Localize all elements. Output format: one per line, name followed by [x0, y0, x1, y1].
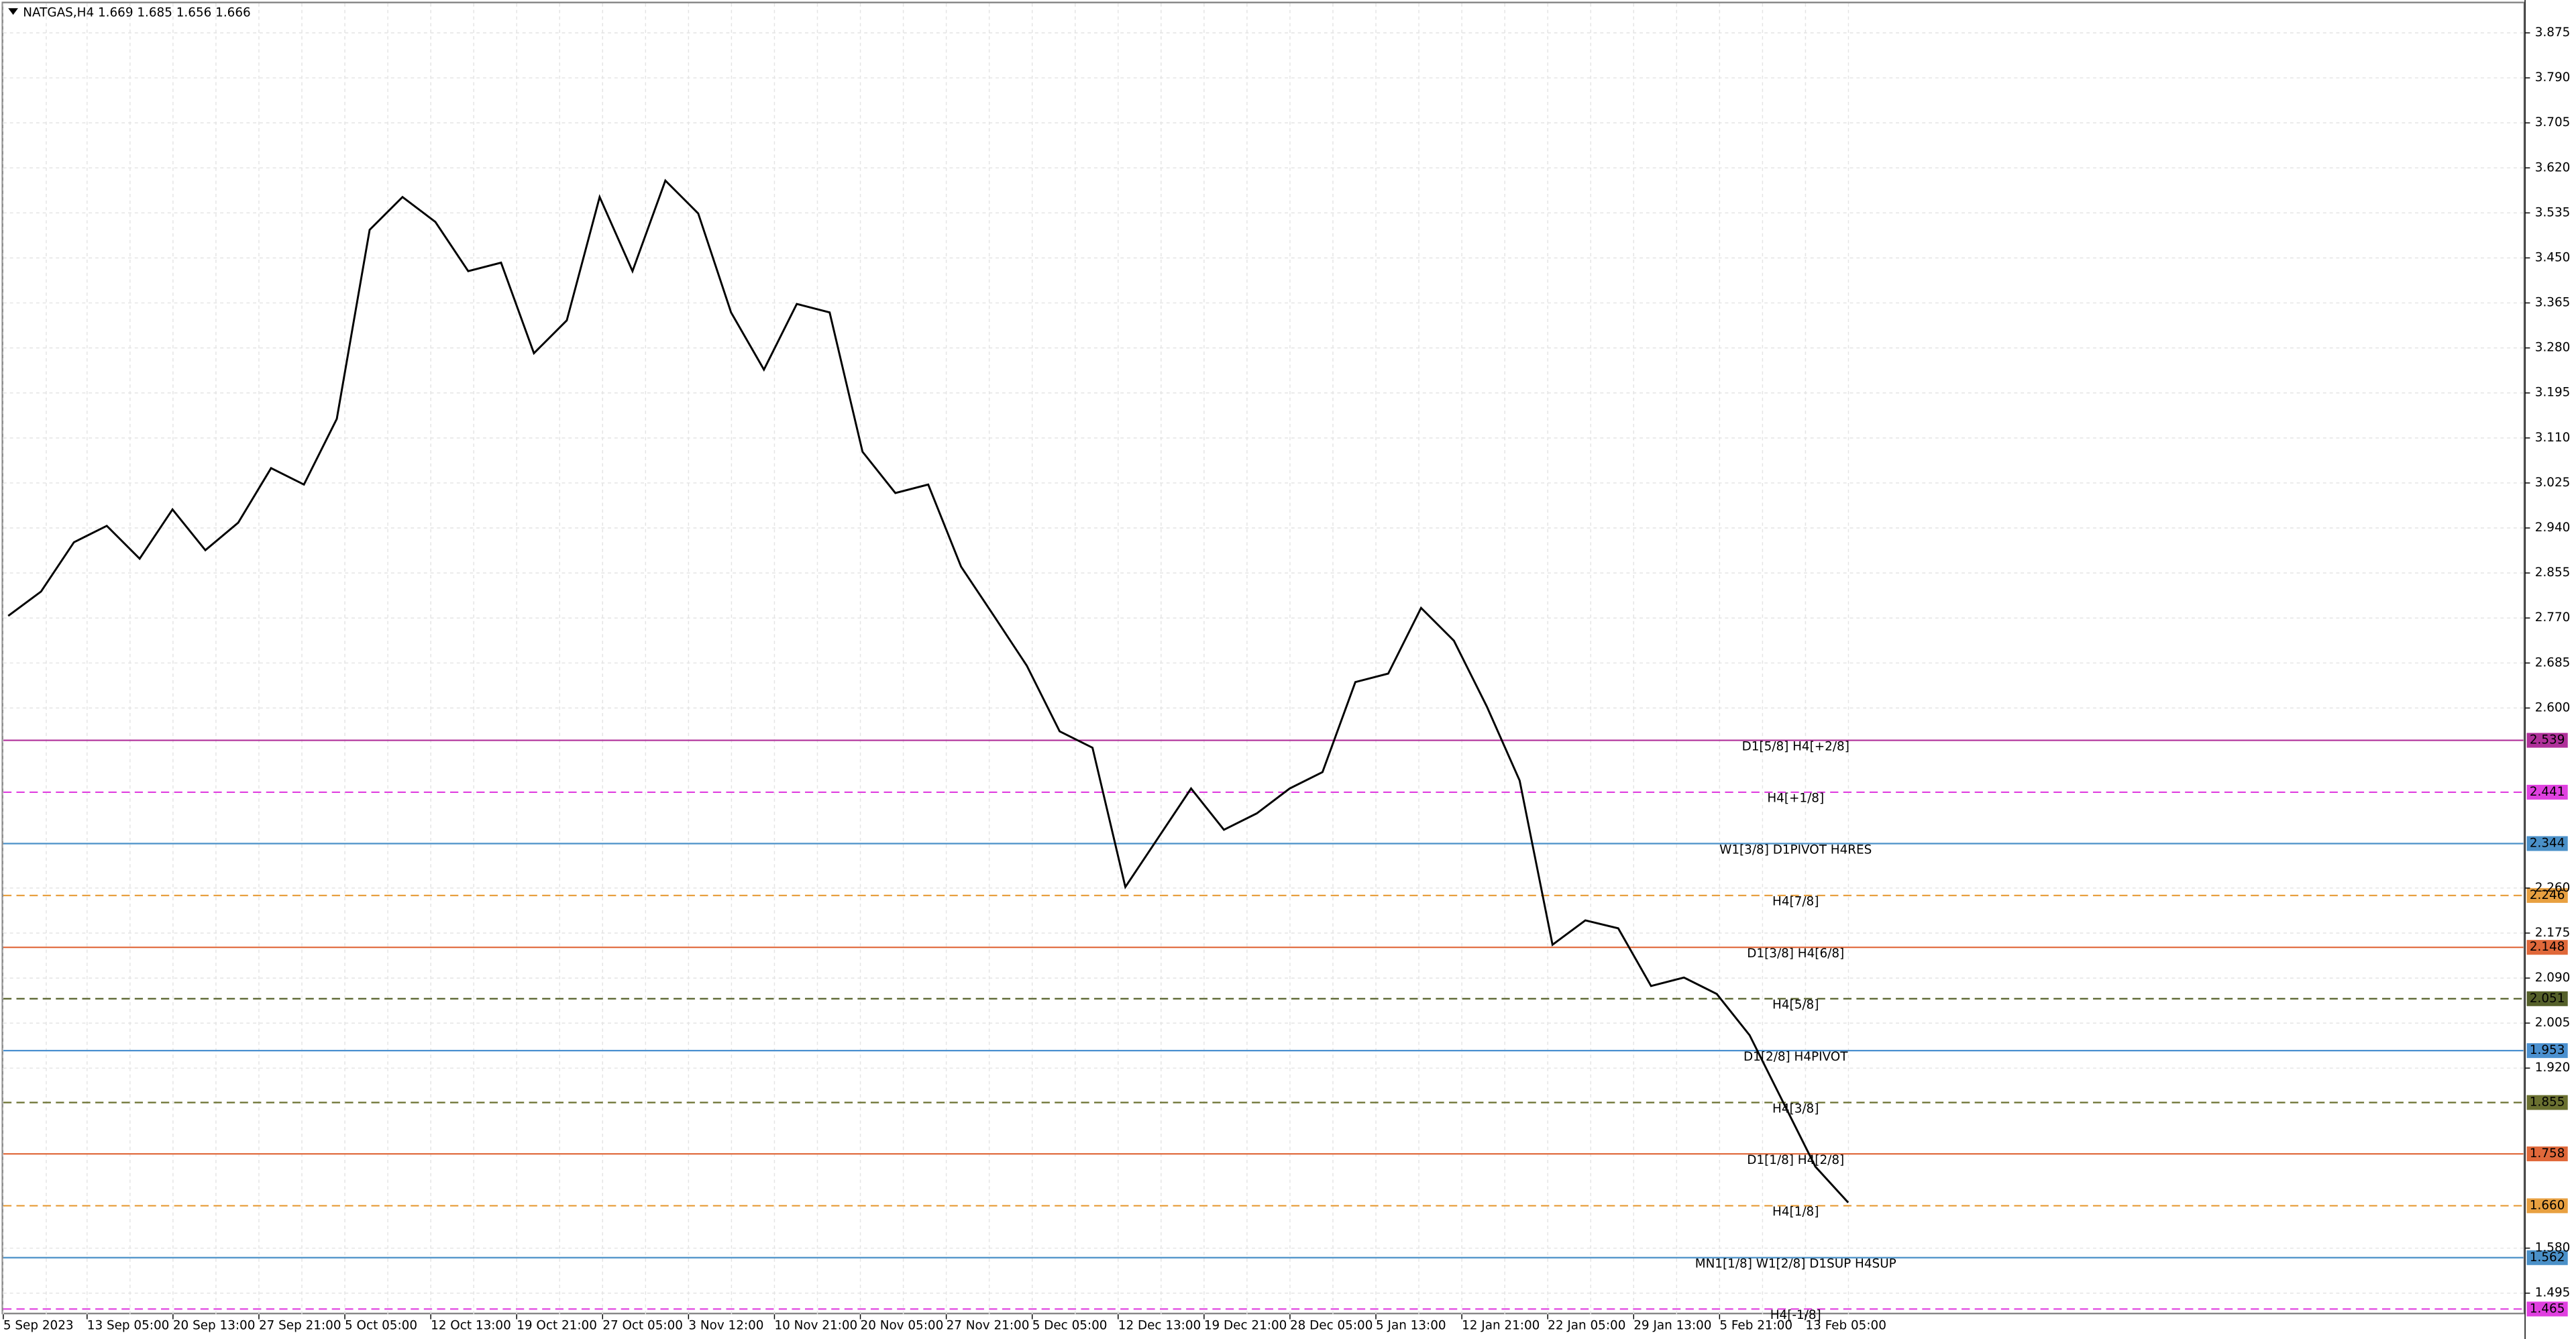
y-tick-label: 2.090 [2535, 971, 2571, 985]
x-tick-label: 5 Oct 05:00 [345, 1318, 417, 1332]
level-label: D1[3/8] H4[6/8] [1747, 947, 1844, 961]
level-label: MN1[1/8] W1[2/8] D1SUP H4SUP [1695, 1257, 1896, 1271]
level-label: H4[+1/8] [1767, 792, 1824, 806]
y-tick-label: 3.535 [2535, 205, 2571, 219]
level-tag-label: 1.953 [2530, 1043, 2565, 1057]
level-tag-label: 1.465 [2530, 1301, 2565, 1316]
series [7, 178, 1849, 1203]
menu-triangle[interactable] [8, 8, 18, 15]
x-tick-label: 19 Oct 21:00 [517, 1318, 597, 1332]
x-tick-label: 5 Dec 05:00 [1032, 1318, 1108, 1332]
level-tag-label: 2.051 [2530, 992, 2565, 1006]
y-tick-label: 2.855 [2535, 566, 2571, 580]
level-tag [2526, 1301, 2568, 1317]
y-tick-label: 2.940 [2535, 521, 2571, 535]
x-tick-label: 13 Sep 05:00 [87, 1318, 170, 1332]
level-tag-label: 1.562 [2530, 1250, 2565, 1265]
level-tag [2526, 991, 2568, 1006]
y-tick-label: 2.175 [2535, 926, 2571, 940]
level-tag [2526, 1146, 2568, 1162]
level-tag-label: 2.246 [2530, 888, 2565, 902]
x-tick-label: 27 Oct 05:00 [602, 1318, 683, 1332]
level-label: H4[5/8] [1772, 998, 1819, 1012]
y-tick-label: 2.685 [2535, 655, 2571, 670]
chart-title: NATGAS,H4 1.669 1.685 1.656 1.666 [23, 6, 250, 20]
axis: 5 Sep 2023 13 Sep 05:00 20 Sep 13:00 27 Sep… [3, 0, 2570, 1339]
level-tag-label: 1.855 [2530, 1095, 2565, 1109]
x-tick-label: 13 Feb 05:00 [1805, 1318, 1886, 1332]
y-tick-label: 3.620 [2535, 160, 2571, 174]
level-label: W1[3/8] D1PIVOT H4RES [1719, 843, 1872, 857]
level-tag [2526, 836, 2568, 851]
y-tick-label: 2.260 [2535, 881, 2571, 895]
y-tick-label: 2.005 [2535, 1016, 2571, 1030]
x-tick-label: 5 Jan 13:00 [1376, 1318, 1446, 1332]
y-tick-label: 1.920 [2535, 1061, 2571, 1075]
y-tick-label: 3.790 [2535, 70, 2571, 85]
grid [3, 3, 2524, 1315]
x-tick-label: 12 Oct 13:00 [431, 1318, 511, 1332]
level-label: D1[5/8] H4[+2/8] [1742, 739, 1849, 753]
level-tag [2526, 1198, 2568, 1214]
x-tick-label: 12 Dec 13:00 [1118, 1318, 1201, 1332]
level-tag-label: 2.441 [2530, 785, 2565, 799]
y-tick-label: 2.770 [2535, 610, 2571, 625]
level-tag-label: 1.660 [2530, 1198, 2565, 1212]
level-tag-label: 1.758 [2530, 1146, 2565, 1161]
y-tick-label: 3.110 [2535, 431, 2571, 445]
level-tag [2526, 888, 2568, 903]
x-tick-label: 3 Nov 12:00 [688, 1318, 763, 1332]
level-label: H4[-1/8] [1770, 1308, 1821, 1322]
level-tag [2526, 1095, 2568, 1110]
level-tag [2526, 1043, 2568, 1059]
x-tick-label: 12 Jan 21:00 [1462, 1318, 1540, 1332]
level-label: H4[3/8] [1772, 1102, 1819, 1116]
x-tick-label: 5 Sep 2023 [3, 1318, 74, 1332]
y-tick-label: 3.875 [2535, 25, 2571, 40]
plot-frame [1, 1, 2526, 1315]
x-tick-label: 22 Jan 05:00 [1548, 1318, 1625, 1332]
levels: D1[5/8] H4[+2/8] 2.539 H4[+1/8] 2.441 W1[3/8… [3, 733, 2568, 1322]
x-tick-label: 20 Sep 13:00 [173, 1318, 256, 1332]
level-tag [2526, 733, 2568, 748]
x-tick-label: 29 Jan 13:00 [1633, 1318, 1711, 1332]
x-tick-label: 28 Dec 05:00 [1290, 1318, 1373, 1332]
x-tick-label: 10 Nov 21:00 [774, 1318, 857, 1332]
y-tick-label: 3.025 [2535, 476, 2571, 490]
level-tag-label: 2.344 [2530, 836, 2565, 850]
x-tick-label: 27 Sep 21:00 [259, 1318, 341, 1332]
y-tick-label: 3.450 [2535, 250, 2571, 264]
x-tick-label: 5 Feb 21:00 [1719, 1318, 1792, 1332]
y-tick-label: 3.705 [2535, 115, 2571, 129]
y-tick-label: 1.495 [2535, 1286, 2571, 1300]
x-tick-label: 20 Nov 05:00 [861, 1318, 944, 1332]
price-line [7, 178, 1849, 1203]
level-tag [2526, 784, 2568, 800]
level-label: H4[1/8] [1772, 1205, 1819, 1219]
y-tick-label: 2.600 [2535, 700, 2571, 714]
y-tick-label: 3.280 [2535, 341, 2571, 355]
level-label: D1[1/8] H4[2/8] [1747, 1153, 1844, 1167]
level-label: D1[2/8] H4PIVOT [1743, 1050, 1848, 1064]
level-tag [2526, 940, 2568, 955]
y-tick-label: 3.365 [2535, 296, 2571, 310]
level-tag [2526, 1250, 2568, 1265]
x-tick-label: 27 Nov 21:00 [947, 1318, 1030, 1332]
y-tick-label: 3.195 [2535, 386, 2571, 400]
level-tag-label: 2.148 [2530, 940, 2565, 954]
level-tag-label: 2.539 [2530, 733, 2565, 747]
y-tick-label: 1.580 [2535, 1241, 2571, 1255]
level-label: H4[7/8] [1772, 895, 1819, 909]
x-tick-label: 19 Dec 21:00 [1204, 1318, 1287, 1332]
